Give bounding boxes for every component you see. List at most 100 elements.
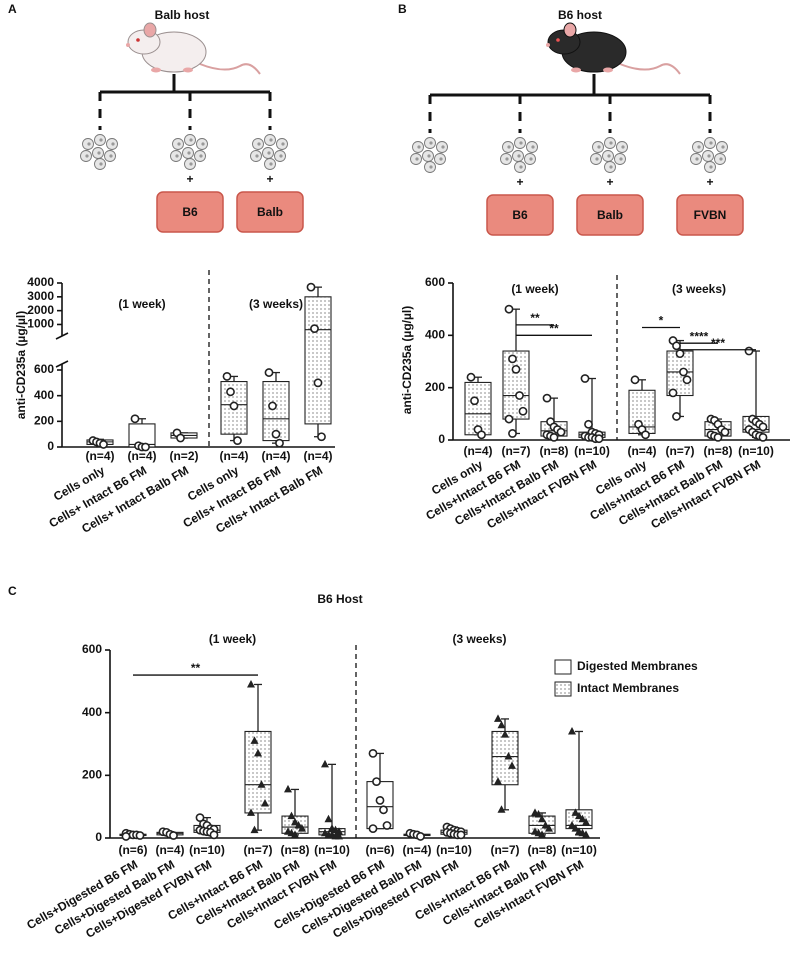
data-point: [257, 780, 266, 788]
box: [304, 296, 332, 425]
period-label: (3 weeks): [452, 632, 506, 646]
data-point: [549, 432, 559, 442]
data-point: [578, 814, 587, 823]
panel-label: C: [8, 584, 17, 598]
n-label: (n=4): [463, 444, 492, 458]
significance-label: **: [191, 661, 201, 675]
schematic-title: Balb host: [155, 8, 210, 22]
legend-label: Intact Membranes: [577, 681, 679, 695]
n-label: (n=10): [189, 843, 225, 857]
data-point: [135, 831, 145, 840]
data-point: [222, 372, 232, 381]
data-point: [672, 412, 681, 421]
n-label: (n=7): [490, 843, 519, 857]
y-tick-label: 3000: [27, 289, 54, 303]
period-label: (1 week): [209, 632, 256, 646]
data-point: [254, 748, 262, 757]
box: [491, 730, 519, 786]
data-point: [575, 811, 583, 820]
n-label: (n=7): [501, 444, 530, 458]
cell-nucleus: [427, 154, 431, 158]
data-point: [141, 442, 150, 452]
mouse-tail: [619, 63, 681, 75]
significance-label: **: [549, 322, 559, 336]
cell-nucleus: [417, 145, 421, 149]
data-point: [368, 749, 378, 758]
cell-nucleus: [517, 154, 521, 158]
n-label: (n=4): [85, 449, 114, 463]
data-point: [324, 814, 333, 823]
data-point: [261, 799, 269, 807]
cell-nucleus: [719, 157, 723, 161]
n-label: (n=4): [127, 449, 156, 463]
cell-nucleus: [279, 154, 283, 158]
data-point: [456, 830, 466, 840]
data-point: [508, 761, 516, 769]
cell-nucleus: [187, 151, 191, 155]
y-tick-label: 600: [425, 275, 445, 289]
cell-nucleus: [621, 145, 625, 149]
n-label: (n=10): [314, 843, 350, 857]
mouse-nose: [546, 43, 550, 47]
mouse-eye: [556, 38, 560, 42]
cell-nucleus: [707, 154, 711, 158]
data-point: [580, 374, 590, 383]
data-point: [209, 830, 219, 840]
data-point: [379, 805, 388, 815]
cell-nucleus: [189, 162, 193, 166]
y-tick-label: 200: [82, 768, 102, 782]
mouse-foot: [151, 67, 161, 73]
data-point: [672, 341, 681, 351]
cell-nucleus: [709, 165, 713, 169]
cell-nucleus: [697, 145, 701, 149]
data-point: [508, 354, 517, 364]
data-point: [511, 364, 521, 374]
membrane-box: [236, 191, 304, 233]
cell-nucleus: [607, 154, 611, 158]
data-point: [130, 414, 140, 424]
significance-label: *: [659, 314, 664, 328]
data-point: [568, 726, 576, 735]
data-point: [306, 282, 316, 292]
n-label: (n=10): [574, 444, 610, 458]
data-point: [504, 304, 514, 314]
data-point: [229, 401, 239, 411]
data-point: [630, 375, 640, 385]
y-tick-label: 1000: [27, 317, 54, 331]
cell-nucleus: [531, 145, 535, 149]
y-tick-label: 400: [425, 328, 445, 342]
data-point: [382, 821, 392, 830]
mouse-ear: [143, 22, 157, 38]
data-point: [226, 387, 235, 397]
mouse-foot: [183, 67, 193, 73]
cell-nucleus: [519, 141, 523, 145]
cell-nucleus: [85, 154, 89, 158]
cell-nucleus: [595, 157, 599, 161]
data-point: [250, 825, 259, 834]
legend-swatch: [554, 659, 572, 675]
n-label: (n=8): [527, 843, 556, 857]
data-point: [541, 820, 550, 829]
data-point: [247, 679, 255, 688]
cell-nucleus: [597, 145, 601, 149]
data-point: [497, 805, 506, 813]
y-tick-label: 600: [82, 642, 102, 656]
data-point: [494, 714, 502, 722]
period-label: (1 week): [118, 297, 165, 311]
data-point: [568, 820, 576, 829]
data-point: [504, 414, 514, 424]
data-point: [571, 824, 580, 832]
data-point: [195, 813, 205, 823]
y-tick-label: 4000: [27, 275, 54, 289]
cell-nucleus: [99, 138, 103, 142]
y-tick-label: 400: [82, 705, 102, 719]
data-point: [720, 427, 730, 437]
membrane-box: [576, 194, 644, 236]
y-tick-label: 0: [47, 439, 54, 453]
cell-nucleus: [439, 157, 443, 161]
y-tick-label: 400: [34, 388, 54, 402]
mouse-tail: [199, 63, 261, 75]
chart-title: B6 Host: [317, 592, 362, 606]
cell-nucleus: [87, 142, 91, 146]
